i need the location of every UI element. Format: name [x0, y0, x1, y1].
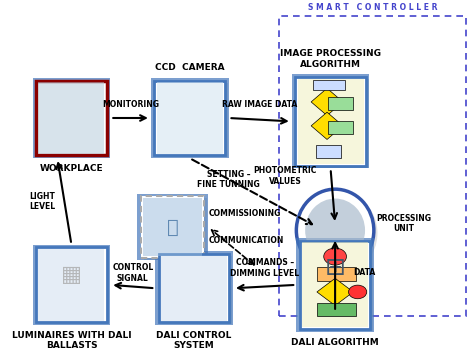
FancyBboxPatch shape [300, 241, 370, 329]
FancyBboxPatch shape [155, 81, 225, 155]
FancyBboxPatch shape [298, 79, 364, 164]
Text: ⊞: ⊞ [325, 256, 346, 280]
Ellipse shape [305, 199, 365, 262]
FancyBboxPatch shape [316, 145, 341, 158]
FancyBboxPatch shape [295, 77, 366, 166]
Text: MONITORING: MONITORING [102, 100, 159, 109]
Text: LUMINAIRES WITH DALI
BALLASTS: LUMINAIRES WITH DALI BALLASTS [12, 331, 131, 350]
Text: SETTING –
FINE TUNNING: SETTING – FINE TUNNING [197, 170, 260, 189]
Text: ▦: ▦ [61, 265, 82, 285]
FancyBboxPatch shape [141, 196, 204, 258]
Text: S M A R T   C O N T R O L L E R: S M A R T C O N T R O L L E R [308, 4, 438, 12]
FancyBboxPatch shape [144, 198, 207, 260]
Ellipse shape [300, 192, 377, 274]
FancyBboxPatch shape [33, 78, 110, 158]
FancyBboxPatch shape [155, 251, 233, 325]
FancyBboxPatch shape [143, 198, 202, 256]
Text: COMMUNICATION: COMMUNICATION [209, 236, 284, 245]
FancyBboxPatch shape [317, 267, 356, 281]
FancyBboxPatch shape [162, 256, 232, 324]
FancyBboxPatch shape [39, 250, 109, 324]
FancyBboxPatch shape [157, 82, 223, 154]
FancyBboxPatch shape [298, 79, 368, 168]
Text: IMAGE PROCESSING
ALGORITHM: IMAGE PROCESSING ALGORITHM [280, 49, 381, 69]
Text: DALI CONTROL
SYSTEM: DALI CONTROL SYSTEM [156, 331, 232, 350]
FancyBboxPatch shape [39, 82, 109, 158]
FancyBboxPatch shape [38, 249, 104, 321]
FancyBboxPatch shape [33, 245, 110, 325]
FancyBboxPatch shape [151, 78, 228, 158]
Text: RAW IMAGE DATA: RAW IMAGE DATA [222, 100, 298, 109]
FancyBboxPatch shape [328, 97, 353, 110]
Text: PROCESSING
UNIT: PROCESSING UNIT [376, 213, 431, 233]
Ellipse shape [296, 189, 374, 272]
Text: ⬛: ⬛ [167, 217, 179, 236]
FancyBboxPatch shape [36, 247, 107, 322]
FancyBboxPatch shape [161, 256, 227, 321]
FancyBboxPatch shape [302, 242, 373, 331]
Text: DALI ALGORITHM: DALI ALGORITHM [291, 338, 379, 347]
FancyBboxPatch shape [36, 81, 107, 155]
Text: CONTROL
SIGNAL: CONTROL SIGNAL [112, 263, 154, 282]
FancyBboxPatch shape [137, 194, 208, 260]
Text: CCD  CAMERA: CCD CAMERA [155, 63, 225, 72]
Text: DATA: DATA [354, 268, 376, 278]
FancyBboxPatch shape [328, 121, 353, 134]
FancyBboxPatch shape [157, 82, 228, 158]
FancyBboxPatch shape [313, 80, 345, 90]
FancyBboxPatch shape [317, 303, 356, 316]
FancyBboxPatch shape [292, 74, 369, 169]
Circle shape [348, 285, 367, 299]
Text: LIGHT
LEVEL: LIGHT LEVEL [29, 192, 55, 211]
Text: COMMISSIONING: COMMISSIONING [209, 209, 282, 218]
Text: WORKPLACE: WORKPLACE [40, 164, 103, 173]
FancyBboxPatch shape [296, 238, 374, 332]
Circle shape [324, 248, 346, 265]
FancyBboxPatch shape [159, 254, 229, 322]
Text: COMMANDS –
DIMMING LEVEL: COMMANDS – DIMMING LEVEL [230, 258, 299, 278]
Polygon shape [311, 112, 343, 139]
FancyBboxPatch shape [38, 82, 104, 154]
Text: PHOTOMETRIC
VALUES: PHOTOMETRIC VALUES [254, 166, 317, 185]
Polygon shape [311, 88, 343, 115]
Polygon shape [317, 278, 353, 306]
FancyBboxPatch shape [302, 242, 368, 327]
